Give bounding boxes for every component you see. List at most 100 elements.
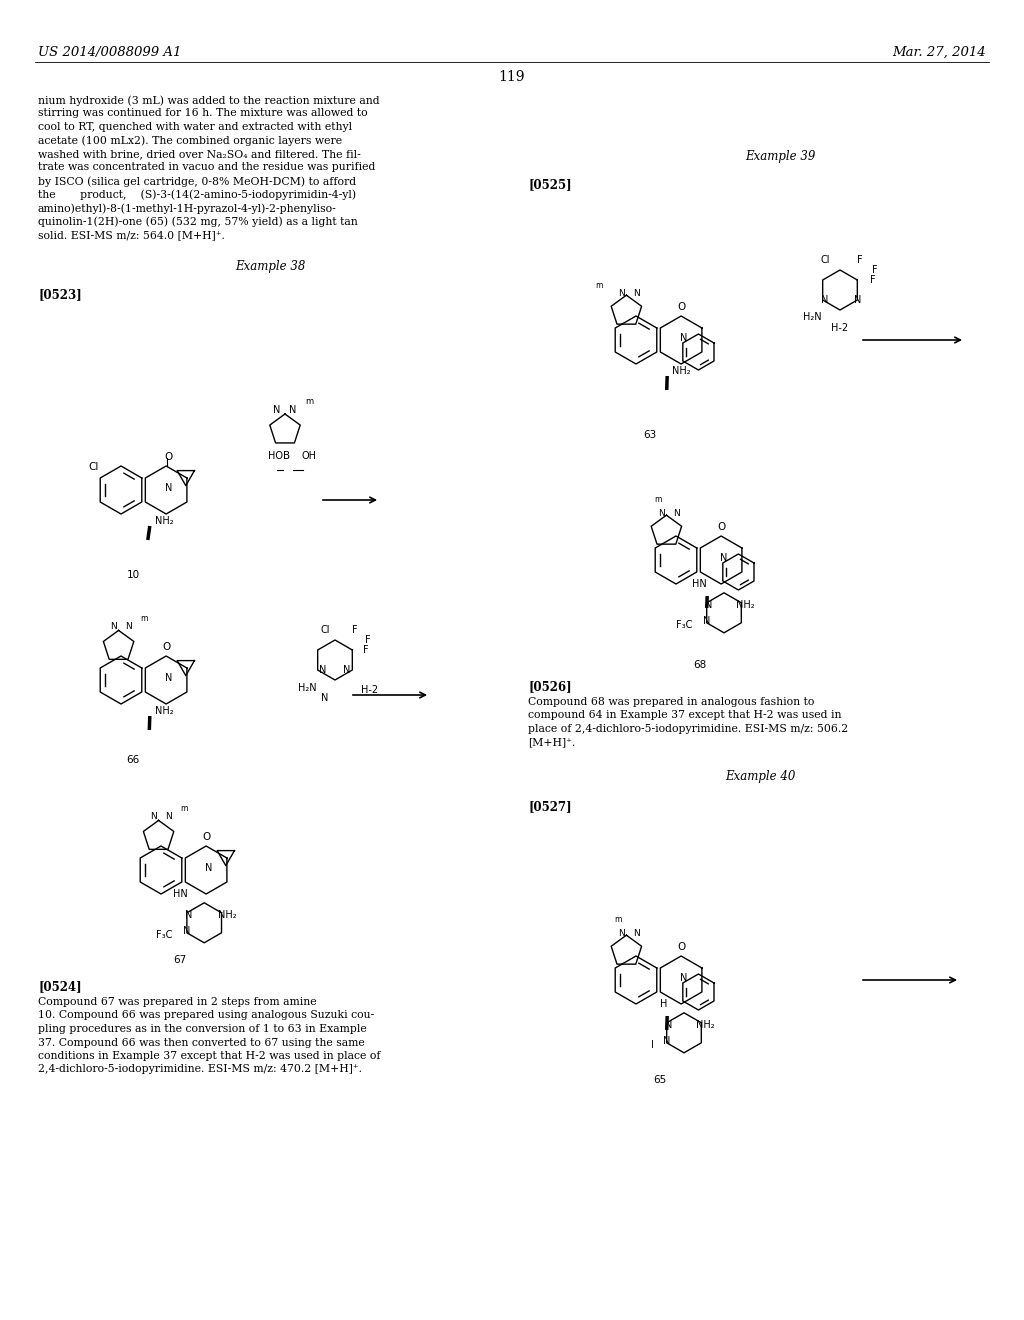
Text: Example 38: Example 38 <box>234 260 305 273</box>
Text: F₃C: F₃C <box>156 929 172 940</box>
Text: O: O <box>162 642 170 652</box>
Text: N: N <box>680 973 688 983</box>
Text: m: m <box>654 495 662 504</box>
Text: N: N <box>820 294 828 305</box>
Text: N: N <box>673 508 680 517</box>
Text: Cl: Cl <box>321 624 330 635</box>
Text: m: m <box>180 804 188 813</box>
Text: B: B <box>284 451 291 461</box>
Text: pling procedures as in the conversion of 1 to 63 in Example: pling procedures as in the conversion of… <box>38 1024 367 1034</box>
Text: 67: 67 <box>173 954 186 965</box>
Text: N: N <box>663 1036 670 1045</box>
Text: NH₂: NH₂ <box>736 599 755 610</box>
Text: H-2: H-2 <box>831 323 849 333</box>
Text: 66: 66 <box>126 755 139 766</box>
Text: N: N <box>165 483 173 492</box>
Text: HN: HN <box>173 888 187 899</box>
Text: Compound 67 was prepared in 2 steps from amine: Compound 67 was prepared in 2 steps from… <box>38 997 316 1007</box>
Text: [0525]: [0525] <box>528 178 571 191</box>
Text: HN: HN <box>692 579 708 589</box>
Text: H: H <box>659 999 668 1008</box>
Text: 10. Compound 66 was prepared using analogous Suzuki cou-: 10. Compound 66 was prepared using analo… <box>38 1011 374 1020</box>
Text: F: F <box>870 275 876 285</box>
Text: stirring was continued for 16 h. The mixture was allowed to: stirring was continued for 16 h. The mix… <box>38 108 368 119</box>
Text: 2,4-dichloro-5-iodopyrimidine. ESI-MS m/z: 470.2 [M+H]⁺.: 2,4-dichloro-5-iodopyrimidine. ESI-MS m/… <box>38 1064 362 1074</box>
Text: 119: 119 <box>499 70 525 84</box>
Text: I: I <box>651 1040 654 1049</box>
Text: N: N <box>680 333 688 343</box>
Text: m: m <box>305 397 313 407</box>
Text: quinolin-1(2H)-one (65) (532 mg, 57% yield) as a light tan: quinolin-1(2H)-one (65) (532 mg, 57% yie… <box>38 216 357 227</box>
Text: 37. Compound 66 was then converted to 67 using the same: 37. Compound 66 was then converted to 67… <box>38 1038 365 1048</box>
Text: F: F <box>857 255 863 265</box>
Text: 10: 10 <box>126 570 139 579</box>
Text: N: N <box>206 863 213 873</box>
Text: conditions in Example 37 except that H-2 was used in place of: conditions in Example 37 except that H-2… <box>38 1051 381 1061</box>
Text: N: N <box>184 909 193 920</box>
Text: 68: 68 <box>693 660 707 671</box>
Text: F: F <box>362 645 369 655</box>
Text: N: N <box>165 812 172 821</box>
Text: by ISCO (silica gel cartridge, 0-8% MeOH-DCM) to afford: by ISCO (silica gel cartridge, 0-8% MeOH… <box>38 176 356 186</box>
Text: N: N <box>702 616 710 626</box>
Text: NH₂: NH₂ <box>672 367 690 376</box>
Text: O: O <box>202 832 210 842</box>
Text: N: N <box>343 665 350 675</box>
Text: N: N <box>319 665 327 675</box>
Text: F: F <box>872 265 878 275</box>
Text: H₂N: H₂N <box>298 682 317 693</box>
Text: N: N <box>854 294 861 305</box>
Text: N: N <box>665 1020 672 1030</box>
Text: NH₂: NH₂ <box>155 516 173 527</box>
Text: N: N <box>290 405 297 414</box>
Text: OH: OH <box>301 451 316 461</box>
Text: cool to RT, quenched with water and extracted with ethyl: cool to RT, quenched with water and extr… <box>38 121 352 132</box>
Text: [M+H]⁺.: [M+H]⁺. <box>528 738 575 747</box>
Text: N: N <box>633 929 640 937</box>
Text: N: N <box>720 553 728 564</box>
Text: the       product,    (S)-3-(14(2-amino-5-iodopyrimidin-4-yl): the product, (S)-3-(14(2-amino-5-iodopyr… <box>38 190 356 201</box>
Text: H-2: H-2 <box>361 685 379 696</box>
Text: m: m <box>140 614 148 623</box>
Text: NH₂: NH₂ <box>696 1020 715 1030</box>
Text: [0526]: [0526] <box>528 680 571 693</box>
Text: O: O <box>677 942 685 952</box>
Text: F₃C: F₃C <box>676 620 692 630</box>
Text: NH₂: NH₂ <box>218 909 237 920</box>
Text: m: m <box>595 281 602 289</box>
Text: N: N <box>273 405 281 414</box>
Text: H₂N: H₂N <box>804 312 822 322</box>
Text: N: N <box>618 289 625 298</box>
Text: O: O <box>164 451 172 462</box>
Text: [0523]: [0523] <box>38 288 82 301</box>
Text: acetate (100 mLx2). The combined organic layers were: acetate (100 mLx2). The combined organic… <box>38 136 342 147</box>
Text: Mar. 27, 2014: Mar. 27, 2014 <box>892 46 986 59</box>
Text: [0527]: [0527] <box>528 800 571 813</box>
Text: N: N <box>658 508 665 517</box>
Text: place of 2,4-dichloro-5-iodopyrimidine. ESI-MS m/z: 506.2: place of 2,4-dichloro-5-iodopyrimidine. … <box>528 723 848 734</box>
Text: 63: 63 <box>643 430 656 440</box>
Text: N: N <box>111 622 117 631</box>
Text: N: N <box>633 289 640 298</box>
Text: O: O <box>717 521 725 532</box>
Text: N: N <box>151 812 157 821</box>
Text: F: F <box>352 624 357 635</box>
Text: compound 64 in Example 37 except that H-2 was used in: compound 64 in Example 37 except that H-… <box>528 710 842 721</box>
Text: Cl: Cl <box>820 255 829 265</box>
Text: N: N <box>183 925 190 936</box>
Text: US 2014/0088099 A1: US 2014/0088099 A1 <box>38 46 181 59</box>
Text: Compound 68 was prepared in analogous fashion to: Compound 68 was prepared in analogous fa… <box>528 697 814 708</box>
Text: amino)ethyl)-8-(1-methyl-1H-pyrazol-4-yl)-2-phenyliso-: amino)ethyl)-8-(1-methyl-1H-pyrazol-4-yl… <box>38 203 337 214</box>
Text: Example 40: Example 40 <box>725 770 796 783</box>
Text: m: m <box>614 915 622 924</box>
Text: NH₂: NH₂ <box>155 706 173 717</box>
Text: N: N <box>165 673 173 682</box>
Text: F: F <box>365 635 371 645</box>
Text: N: N <box>705 599 712 610</box>
Text: Cl: Cl <box>89 462 99 473</box>
Text: nium hydroxide (3 mL) was added to the reaction mixture and: nium hydroxide (3 mL) was added to the r… <box>38 95 380 106</box>
Text: N: N <box>125 622 132 631</box>
Text: Example 39: Example 39 <box>744 150 815 162</box>
Text: HO: HO <box>268 451 283 461</box>
Text: N: N <box>618 929 625 937</box>
